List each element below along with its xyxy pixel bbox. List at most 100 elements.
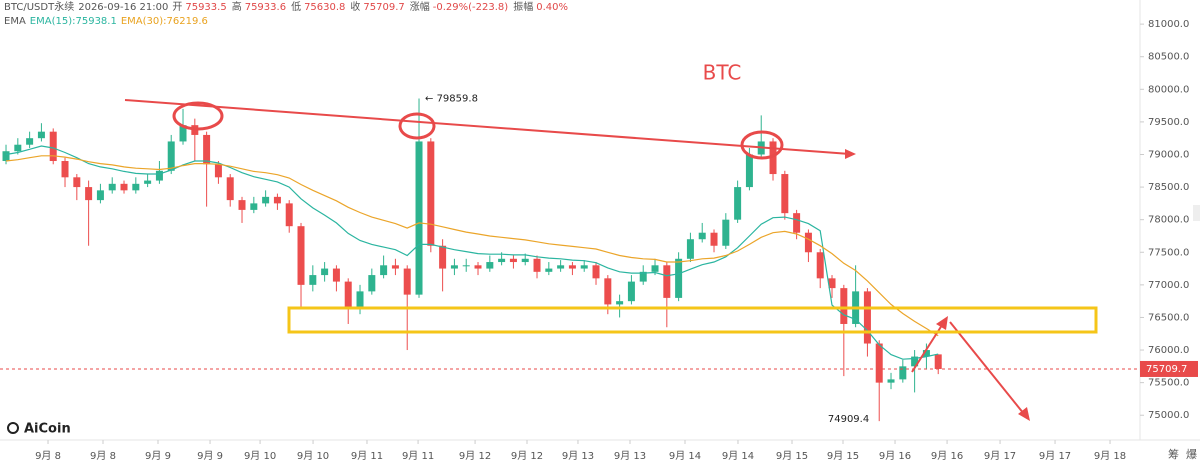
y-tick-label: 80500.0 (1148, 52, 1189, 63)
candle-body (675, 258, 683, 298)
y-tick-label: 79500.0 (1148, 117, 1189, 128)
candle-body (309, 275, 317, 285)
candle-body (521, 258, 529, 263)
y-tick-label: 78000.0 (1148, 215, 1189, 226)
field-value: 75709.7 (363, 2, 405, 13)
logo-icon (7, 422, 19, 434)
candle-body (734, 187, 742, 220)
arrow-head (845, 149, 856, 159)
candle-body (179, 125, 187, 142)
circle (740, 130, 784, 160)
candle-body (781, 174, 789, 214)
y-tick-label: 78500.0 (1148, 182, 1189, 193)
logo: AiCoin (7, 422, 71, 437)
candle-body (710, 232, 718, 246)
candle-body (238, 200, 246, 210)
candle-body (203, 134, 211, 165)
candle-body (627, 281, 635, 302)
candle-body (285, 203, 293, 227)
candle-body (297, 226, 305, 285)
x-tick-label: 9月 16 (879, 450, 911, 462)
x-tick-label: 9月 13 (562, 450, 594, 462)
candle-body (262, 196, 270, 204)
candle-body (415, 141, 423, 295)
candle-body (332, 268, 340, 282)
circle (398, 112, 436, 140)
x-tick-label: 9月 14 (722, 450, 754, 462)
field-name: 涨幅 (409, 2, 430, 13)
candle-body (132, 183, 140, 191)
field-name: 振幅 (513, 2, 534, 13)
corner-button[interactable]: 筹 (1168, 447, 1179, 461)
candle-body (592, 265, 600, 279)
candle-body (37, 131, 45, 139)
candle-body (474, 265, 482, 269)
y-tick-label: 75500.0 (1148, 378, 1189, 389)
candle-body (722, 219, 730, 246)
candle-body (2, 151, 10, 162)
y-tick-label: 79000.0 (1148, 149, 1189, 160)
legend-entry: EMA(30):76219.6 (120, 16, 208, 27)
candle-body (26, 138, 34, 145)
candle-body (155, 170, 163, 181)
candle-body (769, 141, 777, 175)
x-tick-label: 9月 10 (244, 450, 276, 462)
candle-body (427, 141, 435, 246)
marks: 75000.0 75500.0 76000.0 76500.0 77000.0 77500… (0, 19, 1198, 462)
ema-line (5, 145, 939, 360)
scroll-handle[interactable] (1193, 205, 1200, 221)
ema-line (5, 155, 939, 337)
candle-body (321, 268, 329, 276)
field-name: 收 (350, 2, 361, 13)
field-value: 0.40% (536, 2, 568, 13)
annotation: 74909.4 (828, 414, 869, 425)
field-name: 高 (231, 2, 242, 13)
candle-body (226, 177, 234, 201)
candle-body (214, 164, 222, 178)
x-tick-label: 9月 17 (1039, 450, 1071, 462)
candle-body (14, 144, 22, 152)
header-line: BTC/USDT永续 2026-09-16 21:00 开 75933.5 高 75933… (4, 1, 577, 15)
chart-title: BTC (703, 61, 742, 85)
x-tick-label: 9月 15 (776, 450, 808, 462)
field-name: 低 (291, 2, 302, 13)
candle-body (61, 161, 69, 178)
drawings (124, 99, 1030, 421)
candle-body (557, 265, 565, 269)
candle-body (167, 141, 175, 171)
candle-body (840, 288, 848, 324)
candle-body (391, 265, 399, 269)
candle-body (698, 232, 706, 240)
candle-body (580, 265, 588, 269)
candle-body (663, 265, 671, 298)
candle-body (498, 258, 506, 263)
candle-body (816, 252, 824, 279)
candle-body (450, 265, 458, 269)
arrow-head (1018, 407, 1030, 421)
trend-line (124, 99, 851, 155)
arrow-line (949, 321, 1025, 415)
annotation: ← 79859.8 (425, 93, 478, 104)
candle-body (934, 354, 942, 369)
field-value: -0.29%(-223.8) (432, 2, 509, 13)
field-name: 开 (172, 2, 183, 13)
candle-body (804, 232, 812, 253)
header: BTC/USDT永续 2026-09-16 21:00 开 75933.5 高 75933… (4, 1, 577, 29)
candle-body (108, 183, 116, 191)
indicator: EMA (4, 16, 26, 27)
y-tick-label: 76000.0 (1148, 345, 1189, 356)
y-tick-label: 76500.0 (1148, 312, 1189, 323)
candle-body (899, 366, 907, 380)
candle-body (380, 265, 388, 276)
corner-button[interactable]: 爆 (1186, 447, 1197, 461)
candle-body (344, 281, 352, 308)
x-tick-label: 9月 13 (614, 450, 646, 462)
candle-body (616, 301, 624, 305)
candle-body (639, 271, 647, 282)
y-tick-label: 75000.0 (1148, 410, 1189, 421)
y-tick-label: 81000.0 (1148, 19, 1189, 30)
candle-body (651, 265, 659, 272)
candle-body (545, 268, 553, 272)
candle-body (509, 258, 517, 263)
